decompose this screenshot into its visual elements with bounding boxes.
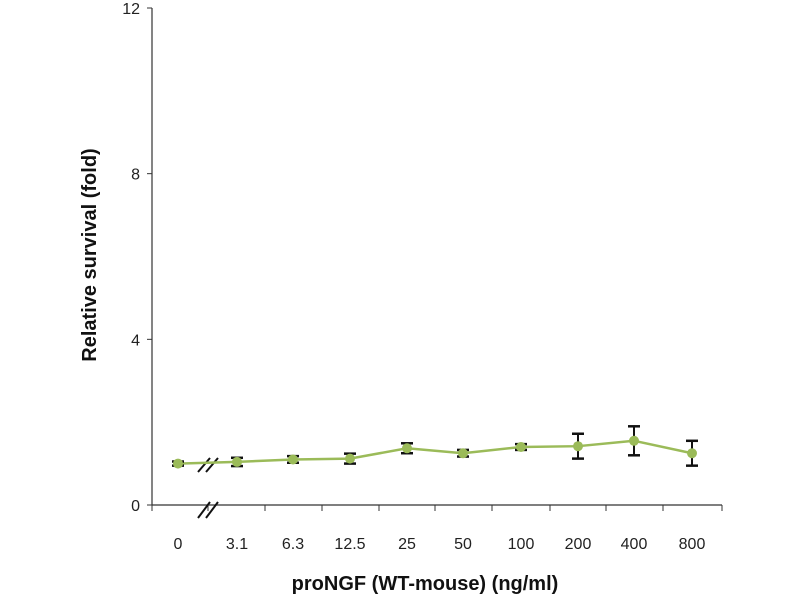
x-tick-label: 50 — [454, 536, 472, 553]
axes: 0 4 8 12 0 3.1 6.3 12.5 25 50 100 200 400 800 — [122, 1, 723, 553]
data-point — [345, 453, 355, 464]
x-tick-label: 200 — [565, 536, 592, 553]
data-point — [629, 435, 639, 446]
x-tick-label: 400 — [621, 536, 648, 553]
series-line — [177, 439, 693, 465]
y-tick-label: 12 — [122, 1, 140, 18]
x-axis-label: proNGF (WT-mouse) (ng/ml) — [292, 573, 559, 595]
x-tick-label: 12.5 — [334, 536, 365, 553]
data-point — [516, 442, 526, 453]
data-point — [288, 454, 298, 465]
data-point — [232, 456, 242, 467]
x-tick-label: 100 — [508, 536, 535, 553]
marks — [172, 425, 698, 469]
x-tick-label: 3.1 — [226, 536, 248, 553]
data-point — [402, 443, 412, 454]
data-point — [573, 441, 583, 452]
axis-break-mark — [197, 501, 211, 519]
data-point — [173, 458, 183, 469]
axis-break-mark — [197, 457, 211, 473]
x-tick-label: 25 — [398, 536, 416, 553]
y-axis-label: Relative survival (fold) — [79, 148, 101, 361]
axis-break-mark — [205, 457, 219, 473]
y-tick-label: 0 — [131, 498, 140, 515]
data-point — [458, 448, 468, 459]
x-tick-label: 0 — [174, 536, 183, 553]
axis-break-mark — [205, 501, 219, 519]
x-tick-label: 6.3 — [282, 536, 304, 553]
data-point — [687, 448, 697, 459]
y-tick-label: 4 — [131, 332, 140, 349]
x-tick-label: 800 — [679, 536, 706, 553]
y-tick-label: 8 — [131, 167, 140, 184]
